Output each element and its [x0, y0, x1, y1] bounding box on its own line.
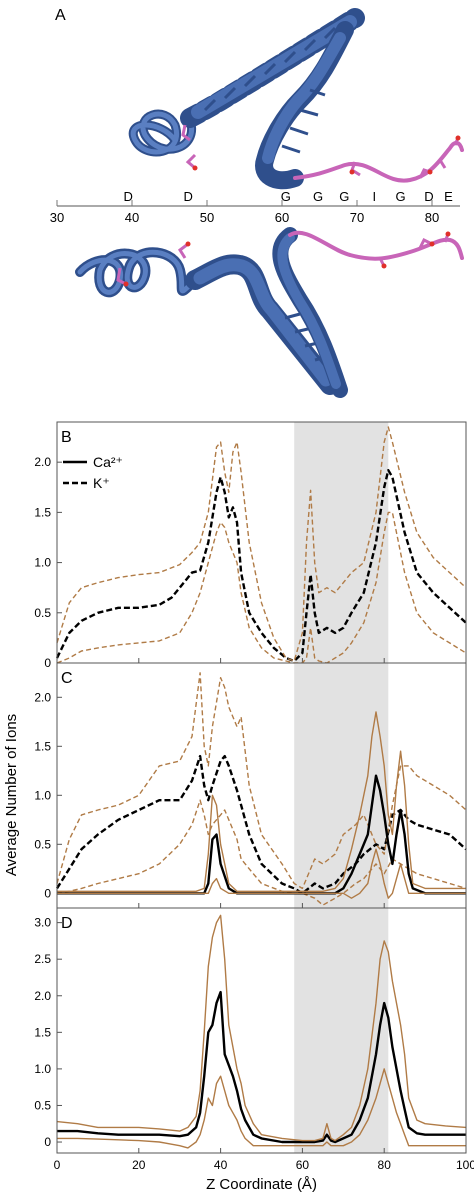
lower-loop-ribbon [116, 230, 464, 287]
scale-tick-label: 50 [200, 210, 214, 225]
panel-a-label: A [55, 7, 66, 24]
y-tick-label: 2.0 [34, 989, 51, 1003]
channel-shaded-region [294, 908, 389, 1153]
scale-tick-label: 40 [125, 210, 139, 225]
residue-label: G [395, 189, 405, 204]
y-tick-label: 2.0 [34, 455, 51, 469]
series-line-bound-2 [56, 511, 467, 664]
series-line-bound-2 [56, 799, 467, 906]
y-tick-label: 1.5 [34, 505, 51, 519]
panel-b-chart: 0 0.5 1.0 1.5 2.0 B Ca²⁺ K⁺ [34, 421, 467, 670]
y-tick-label: 1.5 [34, 1025, 51, 1039]
y-axis-label: Average Number of Ions [3, 714, 20, 876]
panel-label: B [61, 429, 72, 446]
panel-label: C [61, 670, 73, 687]
y-tick-label: 2.0 [34, 690, 51, 704]
x-tick-label: 60 [296, 1158, 310, 1172]
y-tick-label: 1.5 [34, 739, 51, 753]
residue-label: G [339, 189, 349, 204]
y-tick-label: 1.0 [34, 556, 51, 570]
series-line-mean-3 [57, 774, 466, 895]
panel-d-chart: 0 0.5 1.0 1.5 2.0 2.5 3.0 D 0 20 40 60 80 100 Z Coordi… [34, 907, 474, 1193]
legend: Ca²⁺ K⁺ [63, 454, 123, 491]
y-tick-label: 0.5 [34, 1098, 51, 1112]
series-line-bound-2 [57, 1068, 466, 1149]
residue-label: D [424, 189, 433, 204]
residue-label: D [124, 189, 133, 204]
x-axis-label: Z Coordinate (Å) [206, 1176, 317, 1193]
y-tick-label: 0 [44, 1135, 51, 1149]
legend-label: K⁺ [93, 475, 110, 491]
x-tick-label: 40 [214, 1158, 228, 1172]
series-line-bound-4 [57, 711, 466, 892]
y-tick-label: 0 [44, 886, 51, 900]
residue-label: G [281, 189, 291, 204]
y-tick-label: 3.0 [34, 916, 51, 930]
y-tick-label: 0.5 [34, 837, 51, 851]
residue-label: I [372, 189, 376, 204]
series-line-mean-0 [55, 469, 467, 663]
y-tick-label: 1.0 [34, 788, 51, 802]
legend-label: Ca²⁺ [93, 454, 123, 470]
scale-tick-label: 80 [425, 210, 439, 225]
y-tick-label: 1.0 [34, 1062, 51, 1076]
y-tick-label: 0 [44, 656, 51, 670]
residue-label: G [313, 189, 323, 204]
x-tick-label: 20 [132, 1158, 146, 1172]
panel-label: D [61, 915, 73, 932]
scale-tick-label: 60 [275, 210, 289, 225]
series-line-bound-5 [57, 848, 466, 899]
scale-tick-label: 30 [50, 210, 64, 225]
series-line-bound-1 [56, 914, 467, 1142]
channel-shaded-region [294, 422, 389, 663]
panel-c-chart: 0 0.5 1.0 1.5 2.0 C [34, 662, 467, 909]
series-line-bound-1 [56, 426, 467, 662]
plot-frame [56, 907, 467, 1154]
y-tick-label: 2.5 [34, 952, 51, 966]
y-tick-label: 0.5 [34, 606, 51, 620]
residue-label: D [184, 189, 193, 204]
upper-loop-ribbon [181, 124, 464, 183]
lower-helix-ribbon [75, 227, 348, 398]
x-tick-label: 100 [456, 1158, 474, 1172]
scale-tick-label: 70 [350, 210, 364, 225]
x-tick-label: 80 [378, 1158, 392, 1172]
residue-label: E [444, 189, 453, 204]
channel-shaded-region [294, 663, 389, 908]
x-tick-label: 0 [54, 1158, 61, 1172]
series-line-mean-0 [55, 754, 467, 895]
series-line-mean-0 [57, 990, 466, 1144]
upper-helix-ribbon [128, 8, 365, 190]
charts: 00.51.01.52.0BCa²⁺K⁺00.51.01.52.0C00.51.… [34, 421, 474, 1193]
series-line-bound-1 [56, 672, 467, 890]
